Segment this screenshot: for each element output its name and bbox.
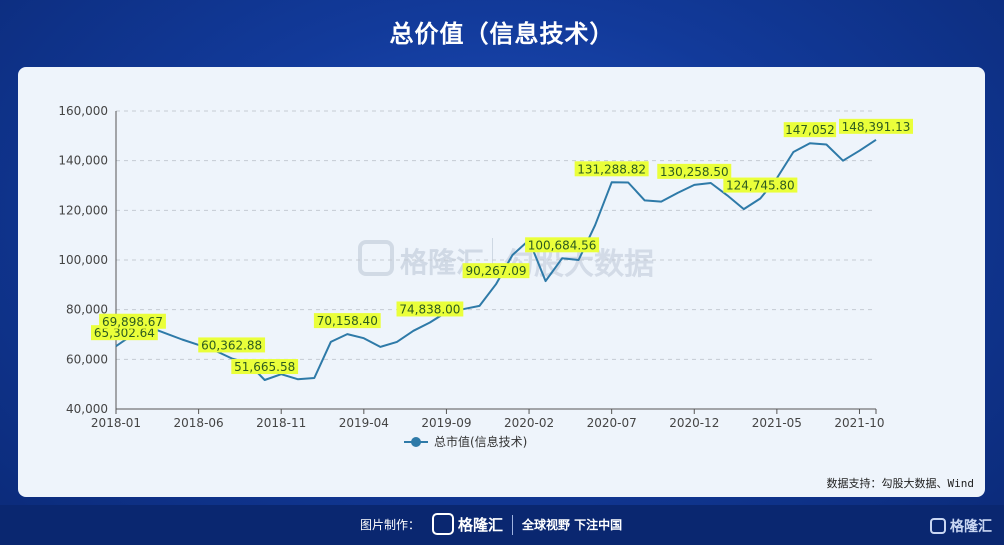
legend-swatch-marker [411,437,421,447]
watermark-logo-icon [358,240,394,276]
data-label: 130,258.50 [660,165,729,179]
data-label-bg [91,325,158,341]
y-tick-label: 120,000 [58,203,108,217]
footer-divider [512,515,513,535]
x-tick-label: 2021-10 [834,416,884,430]
y-tick-label: 100,000 [58,253,108,267]
footer-bar: 图片制作： 格隆汇 全球视野 下注中国 [0,505,1004,545]
chart-title: 总价值（信息技术） [389,20,615,48]
data-label-bg [783,122,837,138]
data-label: 131,288.82 [577,162,646,176]
data-label-bg [396,301,464,317]
footer-made-by: 图片制作： [360,518,421,532]
data-label-bg [462,263,530,279]
data-label: 69,898.67 [102,315,163,329]
data-label-bg [231,359,299,375]
data-label: 60,362.88 [201,338,262,352]
data-label-bg [99,313,166,329]
chart-card [18,67,985,497]
watermark-divider [492,238,493,276]
y-tick-label: 80,000 [66,303,108,317]
footer-brand: 格隆汇 [458,516,504,534]
y-tick-label: 40,000 [66,402,108,416]
y-axis: 40,000 60,000 80,000 100,000 120,000 140,000 1… [58,104,117,416]
data-label-bg [574,161,649,177]
y-tick-label: 60,000 [66,352,108,366]
footer-logo-icon [432,513,454,535]
x-tick-label: 2020-07 [587,416,637,430]
corner-logo-icon [930,518,946,534]
chart-grid [116,110,876,360]
data-label-bg [198,337,266,353]
data-label: 70,158.40 [317,314,378,328]
y-tick-label: 160,000 [58,104,108,118]
data-label: 148,391.13 [842,120,911,134]
x-axis: 2018-01 2018-06 2018-11 2019-04 2019-09 2020-… [91,408,885,430]
data-label-bg [313,313,381,329]
x-tick-label: 2018-06 [174,416,224,430]
data-label: 65,302.64 [94,326,155,340]
data-label-bg [839,118,913,134]
footer-slogan: 全球视野 下注中国 [522,518,623,532]
source-note: 数据支持：勾股大数据、Wind [826,477,975,490]
x-tick-label: 2020-02 [504,416,554,430]
data-label-bg [723,177,798,193]
data-label: 51,665.58 [234,360,295,374]
legend-label: 总市值(信息技术) [434,434,527,449]
data-label: 100,684.56 [528,238,597,252]
x-tick-label: 2019-09 [421,416,471,430]
corner-brand: 格隆汇 [950,519,992,535]
data-label: 74,838.00 [399,302,460,316]
data-label-bg [657,163,732,179]
x-tick-label: 2018-11 [256,416,306,430]
x-tick-label: 2020-12 [669,416,719,430]
data-label: 124,745.80 [726,179,795,193]
data-label: 147,052 [785,123,835,137]
chart-legend: 总市值(信息技术) [404,434,527,449]
x-tick-label: 2019-04 [339,416,389,430]
x-tick-label: 2021-05 [752,416,802,430]
x-tick-label: 2018-01 [91,416,141,430]
y-tick-label: 140,000 [58,154,108,168]
data-label-bg [525,237,600,253]
data-label: 90,267.09 [465,264,526,278]
